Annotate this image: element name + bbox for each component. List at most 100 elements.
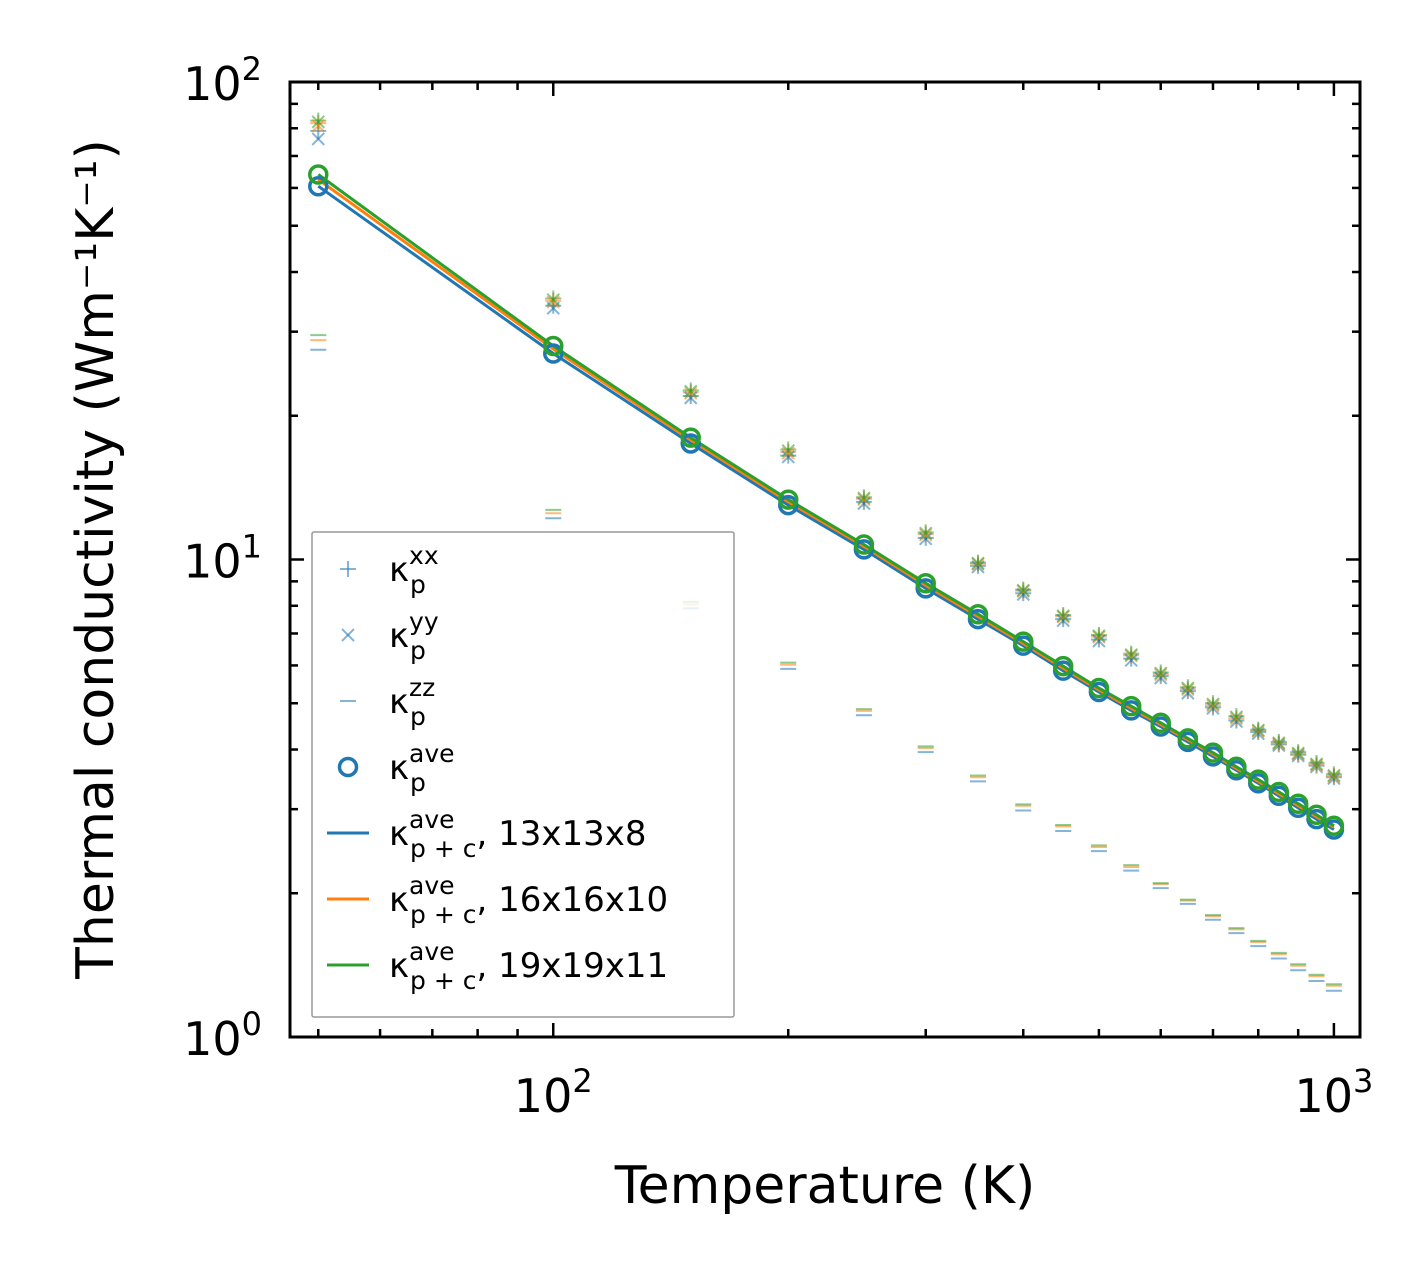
data-point <box>1323 815 1345 836</box>
data-point <box>781 446 795 460</box>
data-point <box>1088 677 1110 699</box>
legend-symbol: κ <box>389 880 409 920</box>
data-point <box>1268 781 1290 803</box>
data-point <box>853 534 875 555</box>
data-point <box>919 528 933 542</box>
data-point <box>1229 712 1244 726</box>
legend-subscript: p <box>410 768 426 797</box>
tick-label-base: 10 <box>183 1012 242 1066</box>
tick-label: 101 <box>183 528 262 589</box>
data-point <box>1248 769 1269 790</box>
legend-symbol: κ <box>389 550 409 590</box>
data-point <box>1052 655 1074 677</box>
legend-label: κave p <box>389 739 455 797</box>
legend-superscript: ave <box>409 805 455 834</box>
legend-subscript: p <box>410 636 426 665</box>
data-point <box>1056 613 1070 628</box>
legend-subscript: p + c <box>410 900 476 929</box>
data-point <box>1309 760 1324 774</box>
data-point <box>1181 682 1195 697</box>
data-point <box>1327 771 1341 786</box>
data-point <box>684 386 698 400</box>
legend-marker <box>341 628 355 642</box>
legend-superscript: xx <box>409 541 439 570</box>
data-point <box>680 427 701 448</box>
data-point <box>1229 710 1244 724</box>
legend-label: κave p + c, 19x19x11 <box>389 937 668 995</box>
data-point <box>1251 723 1265 737</box>
legend-label: κyy p <box>389 607 439 665</box>
data-point <box>1309 757 1324 771</box>
legend-superscript: zz <box>409 673 435 702</box>
data-point <box>1092 634 1106 648</box>
legend-box <box>311 531 735 1018</box>
legend-subscript: p + c <box>410 966 476 995</box>
data-point <box>1013 631 1034 652</box>
data-point <box>857 496 871 511</box>
legend-symbol: κ <box>389 748 409 788</box>
tick-label-base: 10 <box>1294 1069 1353 1123</box>
legend-subscript: p + c <box>410 834 476 863</box>
legend-superscript: ave <box>409 739 455 768</box>
data-point <box>311 118 325 133</box>
data-point <box>311 115 325 129</box>
data-point <box>1056 609 1070 623</box>
legend-label: κave p + c, 16x16x10 <box>389 871 668 929</box>
data-point <box>919 532 933 546</box>
legend-symbol: κ <box>389 946 409 986</box>
data-point <box>971 560 985 574</box>
data-point <box>308 164 329 185</box>
series-hline-2ca02c <box>310 334 1342 986</box>
tick-label: 103 <box>1294 1062 1373 1123</box>
series-circle-2ca02c <box>308 164 1345 836</box>
data-point <box>311 132 325 146</box>
data-point <box>1306 804 1327 826</box>
tick-label: 100 <box>183 1005 262 1066</box>
legend-suffix: , 19x19x11 <box>476 946 668 986</box>
legend-suffix: , 13x13x8 <box>476 814 646 854</box>
tick-label-exponent: 2 <box>242 50 262 88</box>
data-point <box>857 492 871 507</box>
data-point <box>1177 728 1199 749</box>
legend-entry: κave p + c, 16x16x10 <box>327 871 668 929</box>
legend-superscript: ave <box>409 937 455 966</box>
data-point <box>1124 647 1138 662</box>
data-point <box>1206 697 1220 711</box>
series-line <box>317 178 1335 829</box>
legend-symbol: κ <box>389 814 409 854</box>
legend-subscript: p <box>410 570 426 599</box>
legend-entry: κave p + c, 19x19x11 <box>327 937 668 995</box>
data-point <box>1272 736 1286 750</box>
legend-suffix: , 16x16x10 <box>476 880 668 920</box>
data-point <box>1226 756 1247 778</box>
legend-entry: κave p <box>337 739 455 797</box>
legend-label: κzz p <box>389 673 435 731</box>
legend-marker <box>340 561 356 577</box>
data-point <box>1181 681 1195 695</box>
legend-marker <box>337 756 359 778</box>
series-hline-1f77b4 <box>310 348 1342 992</box>
data-point <box>857 491 871 505</box>
legend-label: κxx p <box>389 541 439 599</box>
tick-label-base: 10 <box>183 535 242 589</box>
data-point <box>919 526 933 540</box>
data-point <box>546 293 560 307</box>
data-point <box>684 384 698 399</box>
data-point <box>308 175 329 197</box>
data-point <box>1251 726 1265 741</box>
data-point <box>1120 695 1142 717</box>
tick-label: 102 <box>514 1062 593 1123</box>
series-line <box>317 184 1335 831</box>
data-point <box>1154 671 1168 685</box>
data-point <box>1287 793 1309 814</box>
legend-superscript: ave <box>409 871 455 900</box>
tick-label-exponent: 1 <box>242 528 262 566</box>
data-point <box>1272 738 1286 753</box>
axis-ticks <box>290 80 1360 1039</box>
legend-label: κave p + c, 13x13x8 <box>389 805 647 863</box>
data-point <box>680 433 701 454</box>
legend-symbol: κ <box>389 616 409 656</box>
